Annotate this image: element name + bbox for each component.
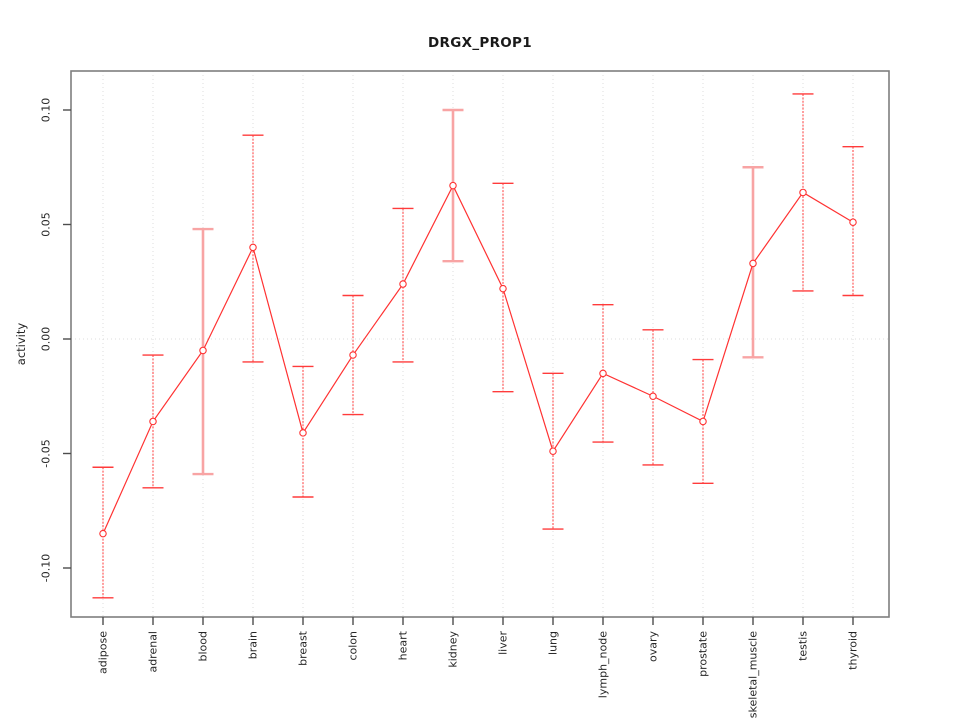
x-tick-label-thyroid: thyroid — [847, 631, 860, 670]
x-tick-label-brain: brain — [247, 631, 260, 659]
x-tick-label-skeletal_muscle: skeletal_muscle — [747, 631, 760, 718]
x-tick-label-blood: blood — [197, 631, 210, 661]
axes-layer: 0.10 0.05 0.00 -0.05 -0.10 adipose adrenal bloo… — [40, 70, 890, 718]
gridlines-layer — [71, 71, 889, 617]
data-point-liver — [499, 284, 507, 293]
data-point-skeletal_muscle — [749, 259, 757, 268]
y-tick-label: 0.05 — [40, 212, 53, 237]
x-tick-label-lymph_node: lymph_node — [597, 631, 610, 698]
data-point-thyroid — [849, 218, 857, 226]
data-point-brain — [249, 243, 257, 252]
data-point-heart — [399, 280, 407, 288]
data-point-blood — [199, 346, 207, 355]
data-point-lymph_node — [599, 369, 607, 378]
x-tick-label-testis: testis — [797, 631, 810, 661]
data-point-lung — [549, 447, 557, 455]
y-tick-label: 0.00 — [40, 327, 53, 352]
data-point-testis — [799, 188, 807, 197]
plot-border — [70, 70, 890, 618]
data-layer — [92, 93, 864, 599]
y-axis-label: activity — [14, 323, 28, 366]
y-tick-label: -0.05 — [40, 439, 53, 467]
data-point-ovary — [649, 392, 657, 400]
x-tick-label-breast: breast — [297, 630, 310, 666]
data-point-kidney — [449, 181, 457, 190]
data-point-adrenal — [149, 417, 157, 426]
x-tick-label-liver: liver — [497, 631, 510, 655]
x-tick-label-ovary: ovary — [647, 631, 660, 663]
series-line-activity — [102, 184, 854, 534]
x-tick-label-adipose: adipose — [97, 631, 110, 674]
x-tick-label-heart: heart — [397, 630, 410, 660]
chart-title: DRGX_PROP1 — [428, 35, 532, 51]
data-point-prostate — [699, 417, 707, 426]
x-tick-label-lung: lung — [547, 631, 560, 655]
y-tick-label: 0.10 — [40, 98, 53, 123]
x-tick-label-kidney: kidney — [447, 631, 460, 668]
data-point-adipose — [99, 529, 107, 538]
data-point-colon — [349, 351, 357, 359]
x-tick-label-prostate: prostate — [697, 631, 710, 677]
data-point-breast — [299, 429, 307, 437]
x-tick-label-colon: colon — [347, 631, 360, 661]
x-tick-label-adrenal: adrenal — [147, 631, 160, 673]
y-tick-label: -0.10 — [40, 554, 53, 582]
